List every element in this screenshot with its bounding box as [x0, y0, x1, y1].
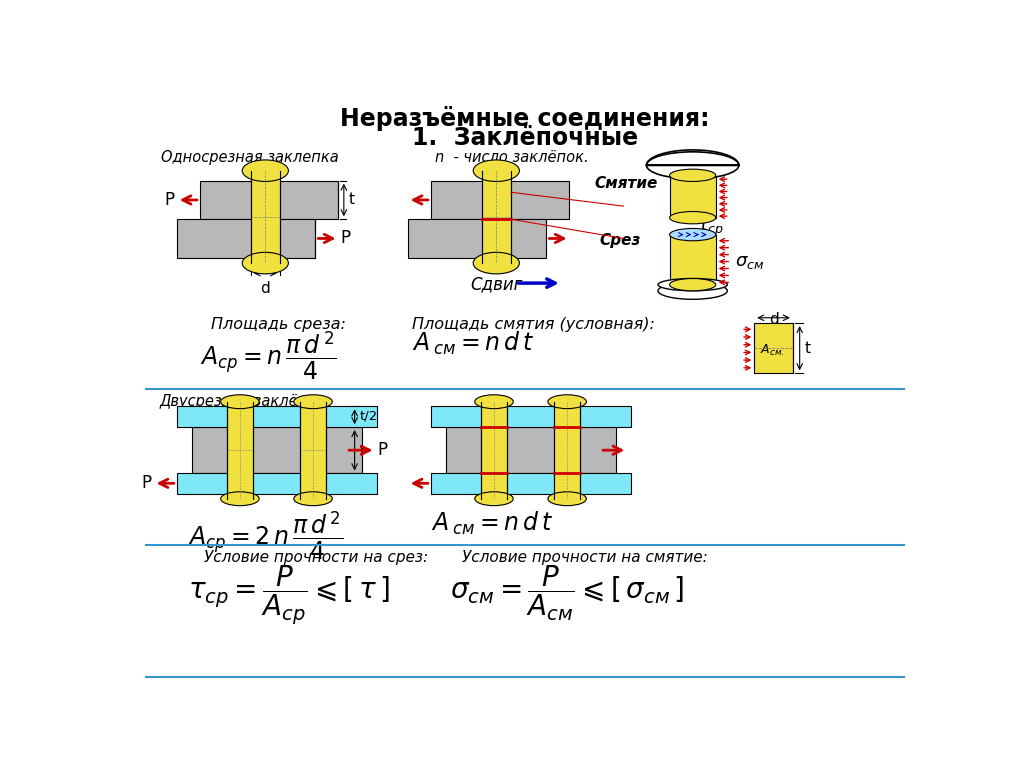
- Text: Смятие: Смятие: [595, 176, 658, 190]
- Bar: [670, 234, 716, 285]
- Polygon shape: [646, 150, 739, 165]
- Text: d: d: [260, 281, 270, 296]
- Text: d: d: [769, 312, 778, 326]
- Text: Неразъёмные соединения:: Неразъёмные соединения:: [340, 106, 710, 131]
- Text: $A_{cм.}$: $A_{cм.}$: [760, 343, 784, 358]
- Bar: [431, 180, 569, 219]
- Text: Площадь среза:: Площадь среза:: [211, 317, 346, 332]
- Ellipse shape: [243, 160, 289, 181]
- Bar: [481, 170, 511, 263]
- Text: Площадь смятия (условная):: Площадь смятия (условная):: [412, 317, 654, 332]
- Bar: [554, 402, 581, 498]
- Bar: [446, 427, 615, 473]
- Ellipse shape: [294, 395, 333, 409]
- Text: $A_{cp} = n\,\dfrac{\pi\, d^{\,2}}{4}$: $A_{cp} = n\,\dfrac{\pi\, d^{\,2}}{4}$: [200, 329, 336, 382]
- Bar: [177, 473, 377, 494]
- Text: Сдвиг: Сдвиг: [470, 276, 522, 293]
- Text: n  - число заклёпок.: n - число заклёпок.: [435, 150, 589, 165]
- Text: P: P: [164, 191, 174, 209]
- Text: Условие прочности на смятие:: Условие прочности на смятие:: [462, 551, 708, 565]
- Text: t: t: [359, 444, 365, 457]
- Text: Срез: Срез: [600, 233, 641, 248]
- Ellipse shape: [294, 492, 333, 505]
- Bar: [193, 427, 361, 473]
- Bar: [251, 170, 280, 263]
- Ellipse shape: [548, 492, 587, 505]
- Ellipse shape: [473, 160, 519, 181]
- Text: t/2: t/2: [359, 410, 378, 423]
- Bar: [431, 473, 631, 494]
- Bar: [408, 219, 547, 258]
- Bar: [300, 402, 326, 498]
- Text: t: t: [348, 193, 354, 207]
- Bar: [670, 175, 716, 217]
- Ellipse shape: [670, 169, 716, 181]
- Bar: [481, 402, 507, 498]
- Ellipse shape: [243, 253, 289, 274]
- Bar: [177, 406, 377, 427]
- Text: 1.  Заклёпочные: 1. Заклёпочные: [412, 126, 638, 150]
- Bar: [755, 323, 793, 373]
- Ellipse shape: [475, 492, 513, 505]
- Ellipse shape: [670, 228, 716, 241]
- Ellipse shape: [646, 152, 739, 179]
- Text: Односрезная заклепка: Односрезная заклепка: [161, 150, 339, 165]
- Bar: [177, 219, 315, 258]
- Ellipse shape: [473, 253, 519, 274]
- Text: $\sigma_{cм} = \dfrac{P}{A_{cм}} \leqslant [\,\sigma_{cм}\,]$: $\sigma_{cм} = \dfrac{P}{A_{cм}} \leqsla…: [451, 564, 685, 623]
- Ellipse shape: [475, 395, 513, 409]
- Ellipse shape: [670, 211, 716, 223]
- Text: $\tau_{cp} = \dfrac{P}{A_{cp}} \leqslant [\,\tau\,]$: $\tau_{cp} = \dfrac{P}{A_{cp}} \leqslant…: [188, 564, 390, 627]
- Text: $\tau_{cp}$: $\tau_{cp}$: [696, 219, 724, 240]
- Text: Условие прочности на срез:: Условие прочности на срез:: [204, 551, 428, 565]
- Text: t: t: [804, 341, 810, 356]
- Bar: [200, 180, 339, 219]
- Text: $A\,_{cм} = n\, d\, t$: $A\,_{cм} = n\, d\, t$: [412, 329, 534, 356]
- Bar: [431, 406, 631, 427]
- Text: P: P: [141, 475, 152, 492]
- Bar: [226, 402, 253, 498]
- Ellipse shape: [220, 492, 259, 505]
- Text: $A_{cp} = 2\,n\,\dfrac{\pi\, d^{\,2}}{4}$: $A_{cp} = 2\,n\,\dfrac{\pi\, d^{\,2}}{4}…: [188, 509, 343, 562]
- Text: Двусрезная заклёпка: Двусрезная заклёпка: [159, 394, 326, 409]
- Ellipse shape: [220, 395, 259, 409]
- Ellipse shape: [658, 279, 727, 291]
- Text: $A\,_{cм} = n\, d\, t$: $A\,_{cм} = n\, d\, t$: [431, 509, 553, 537]
- Ellipse shape: [548, 395, 587, 409]
- Text: P: P: [378, 441, 388, 459]
- Text: $\sigma_{cм}$: $\sigma_{cм}$: [735, 253, 764, 270]
- Text: P: P: [341, 230, 351, 247]
- Ellipse shape: [670, 279, 716, 291]
- Ellipse shape: [658, 283, 727, 300]
